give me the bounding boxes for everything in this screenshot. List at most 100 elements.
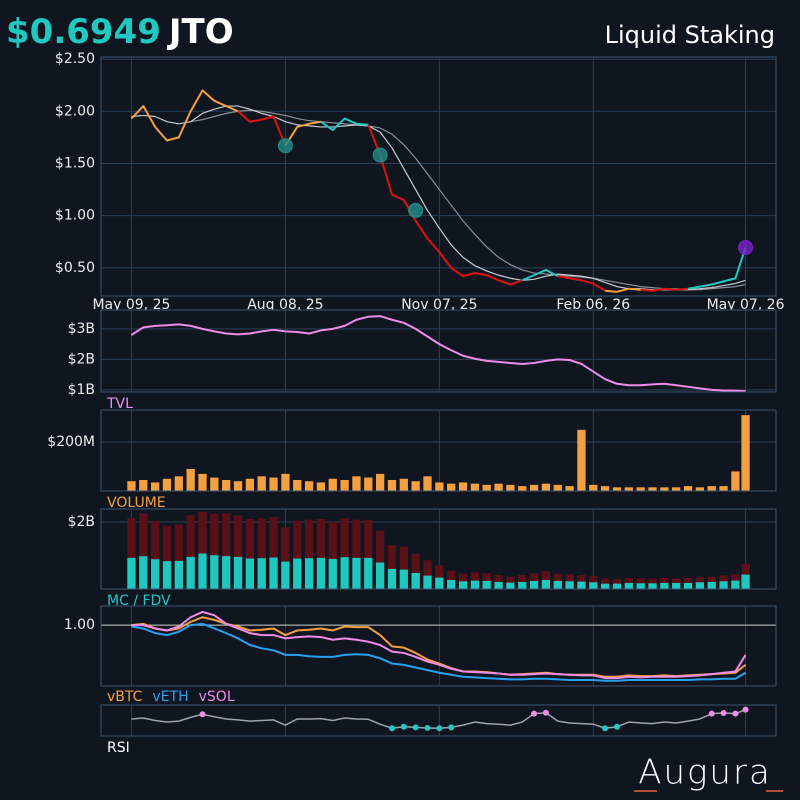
bar <box>281 527 290 589</box>
bar <box>399 569 408 589</box>
bar <box>458 581 468 589</box>
y-tick-label: $1.00 <box>55 208 95 224</box>
bar <box>257 476 266 491</box>
panel-label: VOLUME <box>107 495 166 511</box>
bar <box>186 556 195 589</box>
panel <box>100 704 777 737</box>
category: Liquid Staking <box>605 21 775 49</box>
bar <box>636 583 645 589</box>
bar <box>648 583 657 589</box>
bar <box>482 484 491 491</box>
price-line <box>284 120 322 147</box>
bar <box>233 556 243 589</box>
bar <box>612 487 622 491</box>
bar <box>494 483 503 491</box>
bar <box>316 557 326 589</box>
bar <box>375 530 385 589</box>
bar <box>411 481 420 491</box>
bar <box>281 561 290 589</box>
legend-entry: vBTC <box>107 689 143 705</box>
bar <box>648 487 657 491</box>
panel-label: MC / FDV <box>107 593 171 609</box>
bar <box>741 415 750 491</box>
line <box>131 616 747 678</box>
bar <box>375 473 385 491</box>
bar <box>162 478 172 491</box>
x-tick-label: Nov 07, 25 <box>401 297 477 313</box>
panel-border <box>100 508 777 590</box>
bar <box>518 581 527 589</box>
bar <box>375 562 385 589</box>
bar <box>494 581 503 589</box>
bar <box>529 484 539 491</box>
bar <box>423 575 432 589</box>
bar <box>411 553 420 589</box>
bar <box>423 476 432 491</box>
bar <box>529 580 539 589</box>
bar <box>577 581 586 589</box>
rsi-dot <box>388 725 395 732</box>
bar <box>139 556 148 589</box>
bar <box>458 482 468 491</box>
bar <box>683 486 693 491</box>
bar <box>589 484 598 491</box>
bar <box>174 560 183 589</box>
bar <box>399 478 408 491</box>
bar <box>328 522 337 589</box>
rsi-dot <box>732 710 739 717</box>
bar <box>304 519 314 589</box>
bar <box>364 520 373 589</box>
panel-border <box>100 605 777 687</box>
header-title: $0.6949 JTO <box>6 12 234 52</box>
price-line <box>367 124 523 286</box>
bar <box>186 515 195 589</box>
price-line <box>237 110 287 147</box>
bar <box>352 476 361 491</box>
bar <box>731 580 740 589</box>
bar <box>719 486 728 491</box>
bar <box>435 577 444 589</box>
panel-border <box>100 309 777 393</box>
bar <box>411 572 420 589</box>
rsi-dot <box>412 724 419 731</box>
bar <box>162 525 172 589</box>
symbol: JTO <box>167 12 234 52</box>
bar <box>660 487 669 491</box>
bar <box>577 429 586 491</box>
price: $0.6949 <box>6 12 161 52</box>
bar <box>222 513 231 589</box>
bar <box>127 557 136 589</box>
signal-marker <box>277 138 293 154</box>
bar <box>672 487 681 491</box>
panel-background <box>101 705 776 736</box>
bar <box>435 564 444 589</box>
bar <box>506 582 515 589</box>
y-tick-label: $2B <box>68 514 95 530</box>
rsi-dot <box>602 725 609 732</box>
signal-marker <box>738 239 754 255</box>
bar <box>518 486 527 491</box>
bar <box>281 473 290 491</box>
rsi-dot <box>436 725 443 732</box>
bar <box>612 583 622 589</box>
bar <box>565 581 574 589</box>
line <box>130 315 746 393</box>
panel <box>100 508 777 590</box>
bar <box>482 580 491 589</box>
bar <box>470 580 480 589</box>
rsi-dot <box>542 709 549 716</box>
bar <box>245 478 255 491</box>
bar <box>269 557 278 589</box>
logo: Augura <box>638 753 772 793</box>
bar <box>233 515 243 589</box>
bar <box>162 561 172 589</box>
y-tick-label: $3B <box>68 321 95 337</box>
bar <box>210 513 219 589</box>
price-line <box>320 117 369 132</box>
rsi-dot <box>613 723 620 730</box>
bar <box>245 519 255 589</box>
bar <box>150 482 160 491</box>
bar <box>741 574 750 589</box>
y-tick-label: $2.00 <box>55 103 95 119</box>
